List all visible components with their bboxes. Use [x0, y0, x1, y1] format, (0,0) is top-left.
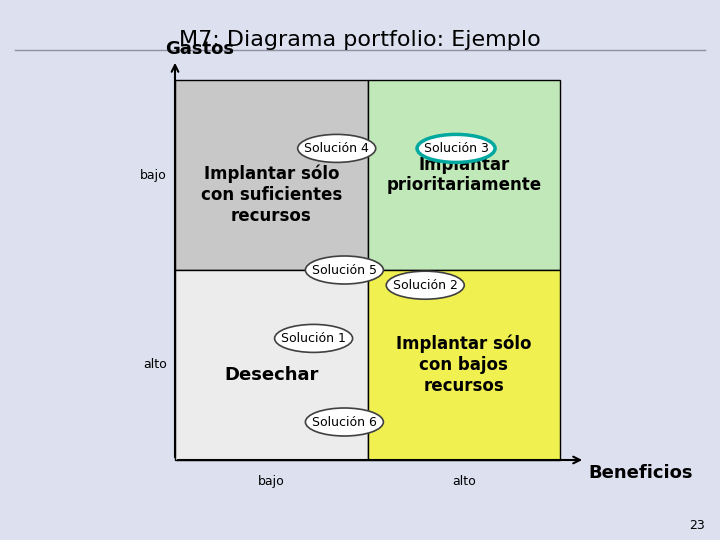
Text: Gastos: Gastos: [165, 40, 234, 58]
Text: Solución 4: Solución 4: [305, 142, 369, 155]
Text: alto: alto: [143, 359, 167, 372]
Bar: [367, 270, 560, 460]
Text: Solución 2: Solución 2: [393, 279, 458, 292]
Text: bajo: bajo: [140, 168, 167, 181]
Text: Desechar: Desechar: [224, 366, 318, 384]
Ellipse shape: [417, 134, 495, 163]
Text: Solución 5: Solución 5: [312, 264, 377, 276]
Ellipse shape: [297, 134, 376, 163]
Text: Solución 3: Solución 3: [423, 142, 488, 155]
Text: Implantar
prioritariamente: Implantar prioritariamente: [386, 156, 541, 194]
Text: Implantar sólo
con suficientes
recursos: Implantar sólo con suficientes recursos: [201, 165, 342, 225]
Text: Beneficios: Beneficios: [588, 464, 693, 482]
Bar: [367, 80, 560, 270]
Text: Solución 6: Solución 6: [312, 415, 377, 429]
Ellipse shape: [274, 325, 353, 353]
Ellipse shape: [305, 408, 383, 436]
Ellipse shape: [386, 271, 464, 299]
Text: bajo: bajo: [258, 475, 284, 488]
FancyArrowPatch shape: [178, 457, 580, 463]
Bar: [175, 270, 367, 460]
Ellipse shape: [305, 256, 383, 284]
Text: 23: 23: [689, 519, 705, 532]
Text: Implantar sólo
con bajos
recursos: Implantar sólo con bajos recursos: [396, 335, 531, 395]
Bar: [175, 80, 367, 270]
Text: M7: Diagrama portfolio: Ejemplo: M7: Diagrama portfolio: Ejemplo: [179, 30, 541, 50]
Text: alto: alto: [452, 475, 476, 488]
Text: Solución 1: Solución 1: [282, 332, 346, 345]
FancyArrowPatch shape: [171, 65, 179, 457]
